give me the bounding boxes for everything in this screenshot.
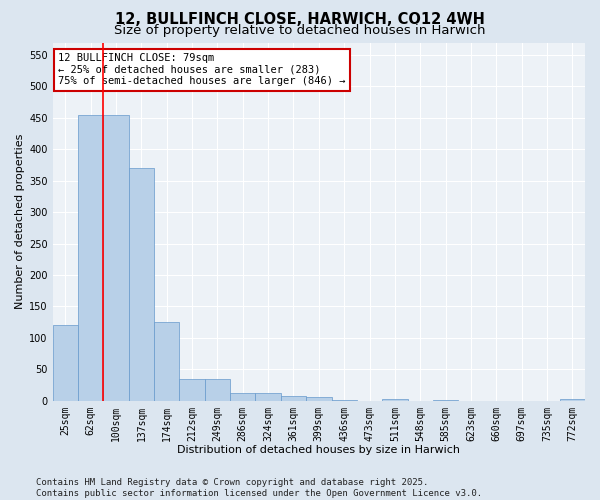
- Bar: [179, 378, 205, 400]
- Text: 12, BULLFINCH CLOSE, HARWICH, CO12 4WH: 12, BULLFINCH CLOSE, HARWICH, CO12 4WH: [115, 12, 485, 28]
- Text: 12 BULLFINCH CLOSE: 79sqm
← 25% of detached houses are smaller (283)
75% of semi: 12 BULLFINCH CLOSE: 79sqm ← 25% of detac…: [58, 53, 346, 86]
- Bar: [560, 399, 585, 400]
- Text: Contains HM Land Registry data © Crown copyright and database right 2025.
Contai: Contains HM Land Registry data © Crown c…: [36, 478, 482, 498]
- Bar: [230, 392, 256, 400]
- Bar: [129, 168, 154, 400]
- X-axis label: Distribution of detached houses by size in Harwich: Distribution of detached houses by size …: [178, 445, 460, 455]
- Bar: [256, 393, 281, 400]
- Bar: [53, 326, 78, 400]
- Bar: [281, 396, 306, 400]
- Bar: [205, 378, 230, 400]
- Bar: [306, 397, 332, 400]
- Text: Size of property relative to detached houses in Harwich: Size of property relative to detached ho…: [114, 24, 486, 37]
- Bar: [103, 115, 129, 401]
- Y-axis label: Number of detached properties: Number of detached properties: [15, 134, 25, 310]
- Bar: [154, 322, 179, 400]
- Bar: [78, 115, 103, 401]
